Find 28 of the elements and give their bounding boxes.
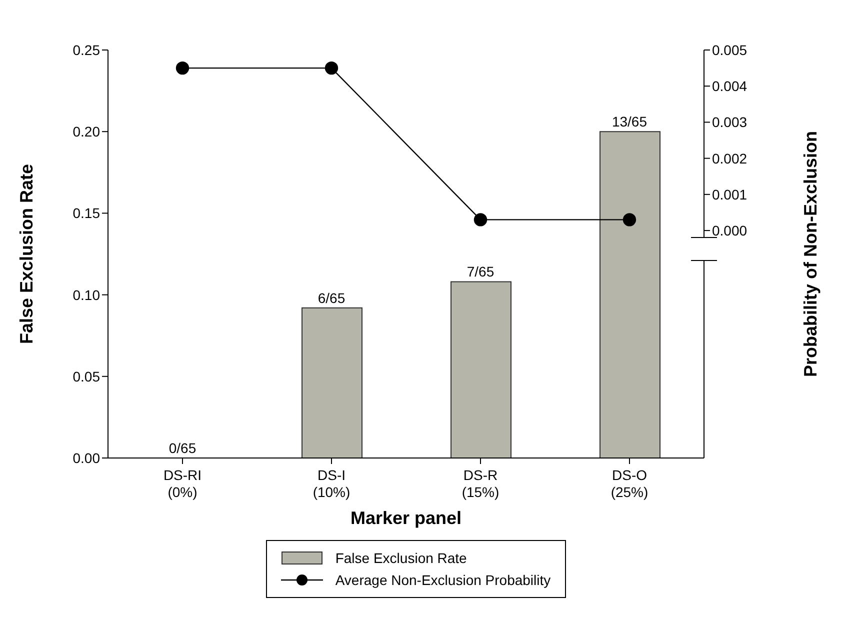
bar [600, 131, 660, 458]
data-label: 0/65 [168, 440, 196, 456]
legend-label: False Exclusion Rate [335, 550, 467, 566]
y-tick-label: 0.20 [72, 124, 100, 140]
y2-tick-label: 0.000 [712, 222, 748, 238]
y-tick-label: 0.05 [72, 368, 100, 384]
bar [302, 307, 362, 458]
y2-axis-title: Probability of Non-Exclusion [800, 130, 820, 378]
x-tick-label: DS-O (25%) [610, 467, 648, 500]
y2-tick-label: 0.001 [712, 186, 748, 202]
y-axis-title: False Exclusion Rate [16, 164, 36, 344]
legend-label: Average Non-Exclusion Probability [335, 572, 551, 588]
y-tick-label: 0.10 [72, 286, 100, 303]
data-label: 13/65 [612, 114, 648, 130]
data-label: 6/65 [318, 290, 346, 306]
x-tick-label: DS-I (10%) [312, 467, 350, 500]
x-tick-label: DS-RI (0%) [163, 467, 202, 500]
y-tick-label: 0.00 [72, 450, 100, 466]
y2-tick-label: 0.004 [712, 78, 748, 94]
bar [450, 281, 512, 458]
data-label: 7/65 [466, 264, 494, 280]
x-tick-label: DS-R (15%) [462, 467, 500, 500]
y2-tick-label: 0.005 [712, 42, 748, 58]
x-axis-title: Marker panel [350, 508, 462, 528]
y-tick-label: 0.25 [72, 42, 100, 58]
y2-tick-label: 0.002 [712, 150, 748, 166]
y2-tick-label: 0.003 [712, 114, 748, 130]
y-tick-label: 0.15 [72, 205, 100, 222]
